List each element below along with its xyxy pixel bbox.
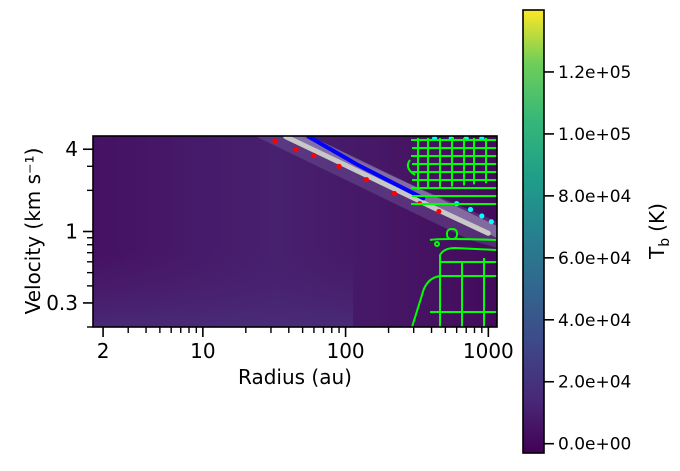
y-tick-label: 0.3 bbox=[46, 291, 78, 315]
keplerian-curve-blue bbox=[306, 136, 426, 201]
peak-points-red-marker bbox=[293, 146, 299, 152]
peak-points-red-marker bbox=[311, 152, 317, 159]
colorbar-gradient bbox=[523, 10, 544, 453]
peak-points-cyan-marker bbox=[467, 206, 474, 213]
heatmap-low-velocity-band bbox=[93, 250, 353, 327]
colorbar-tick-label: 2.0e+04 bbox=[558, 373, 631, 393]
colorbar-tick-label: 4.0e+04 bbox=[558, 311, 631, 331]
x-tick-label: 100 bbox=[326, 339, 364, 363]
peak-points-red-marker bbox=[391, 190, 398, 197]
y-tick-label: 1 bbox=[65, 220, 78, 244]
heatmap-emission-band bbox=[255, 136, 497, 248]
colorbar-label-unit: (K) bbox=[645, 203, 669, 232]
peak-points-cyan-marker bbox=[488, 219, 494, 225]
x-tick-label: 1000 bbox=[463, 339, 514, 363]
colorbar-tick-label: 1.0e+05 bbox=[558, 125, 631, 145]
contour-lower-inner bbox=[439, 246, 497, 327]
contour-dot bbox=[434, 241, 440, 247]
contour-edge bbox=[406, 159, 416, 176]
peak-points-cyan-marker bbox=[479, 213, 485, 219]
y-axis-label: Velocity (km s⁻¹) bbox=[21, 148, 45, 315]
keplerian-curve-white bbox=[283, 136, 491, 236]
colorbar-tick-label: 1.2e+05 bbox=[558, 63, 631, 83]
y-tick-label: 4 bbox=[65, 137, 78, 161]
contour-mid-line bbox=[429, 238, 497, 241]
colorbar-label-sub: b bbox=[657, 238, 673, 247]
colorbar-label-main: T bbox=[645, 246, 669, 260]
colorbar: 0.0e+00 2.0e+04 4.0e+04 6.0e+04 8.0e+04 1.0e+… bbox=[522, 9, 673, 455]
heatmap-panel: 2 10 100 1000 0.3 1 4 Radius (au) Velocity (k… bbox=[21, 135, 514, 389]
x-tick-label: 2 bbox=[97, 339, 110, 363]
peak-points-red-marker bbox=[436, 208, 442, 215]
peak-points-red-marker bbox=[336, 163, 342, 169]
colorbar-label: Tb (K) bbox=[645, 203, 673, 260]
colorbar-tick-label: 0.0e+00 bbox=[558, 435, 631, 455]
peak-points-red-marker bbox=[272, 138, 278, 144]
colorbar-tick-label: 6.0e+04 bbox=[558, 249, 631, 269]
contour-vertical-lines bbox=[417, 138, 487, 190]
colorbar-tick-label: 8.0e+04 bbox=[558, 187, 631, 207]
peak-points-red-marker bbox=[363, 176, 370, 183]
contour-horizontal-lines bbox=[411, 139, 497, 205]
x-axis-label: Radius (au) bbox=[238, 365, 352, 389]
x-tick-label: 10 bbox=[190, 339, 215, 363]
colorbar-frame bbox=[522, 9, 545, 454]
contour-lower-grid bbox=[430, 258, 497, 327]
